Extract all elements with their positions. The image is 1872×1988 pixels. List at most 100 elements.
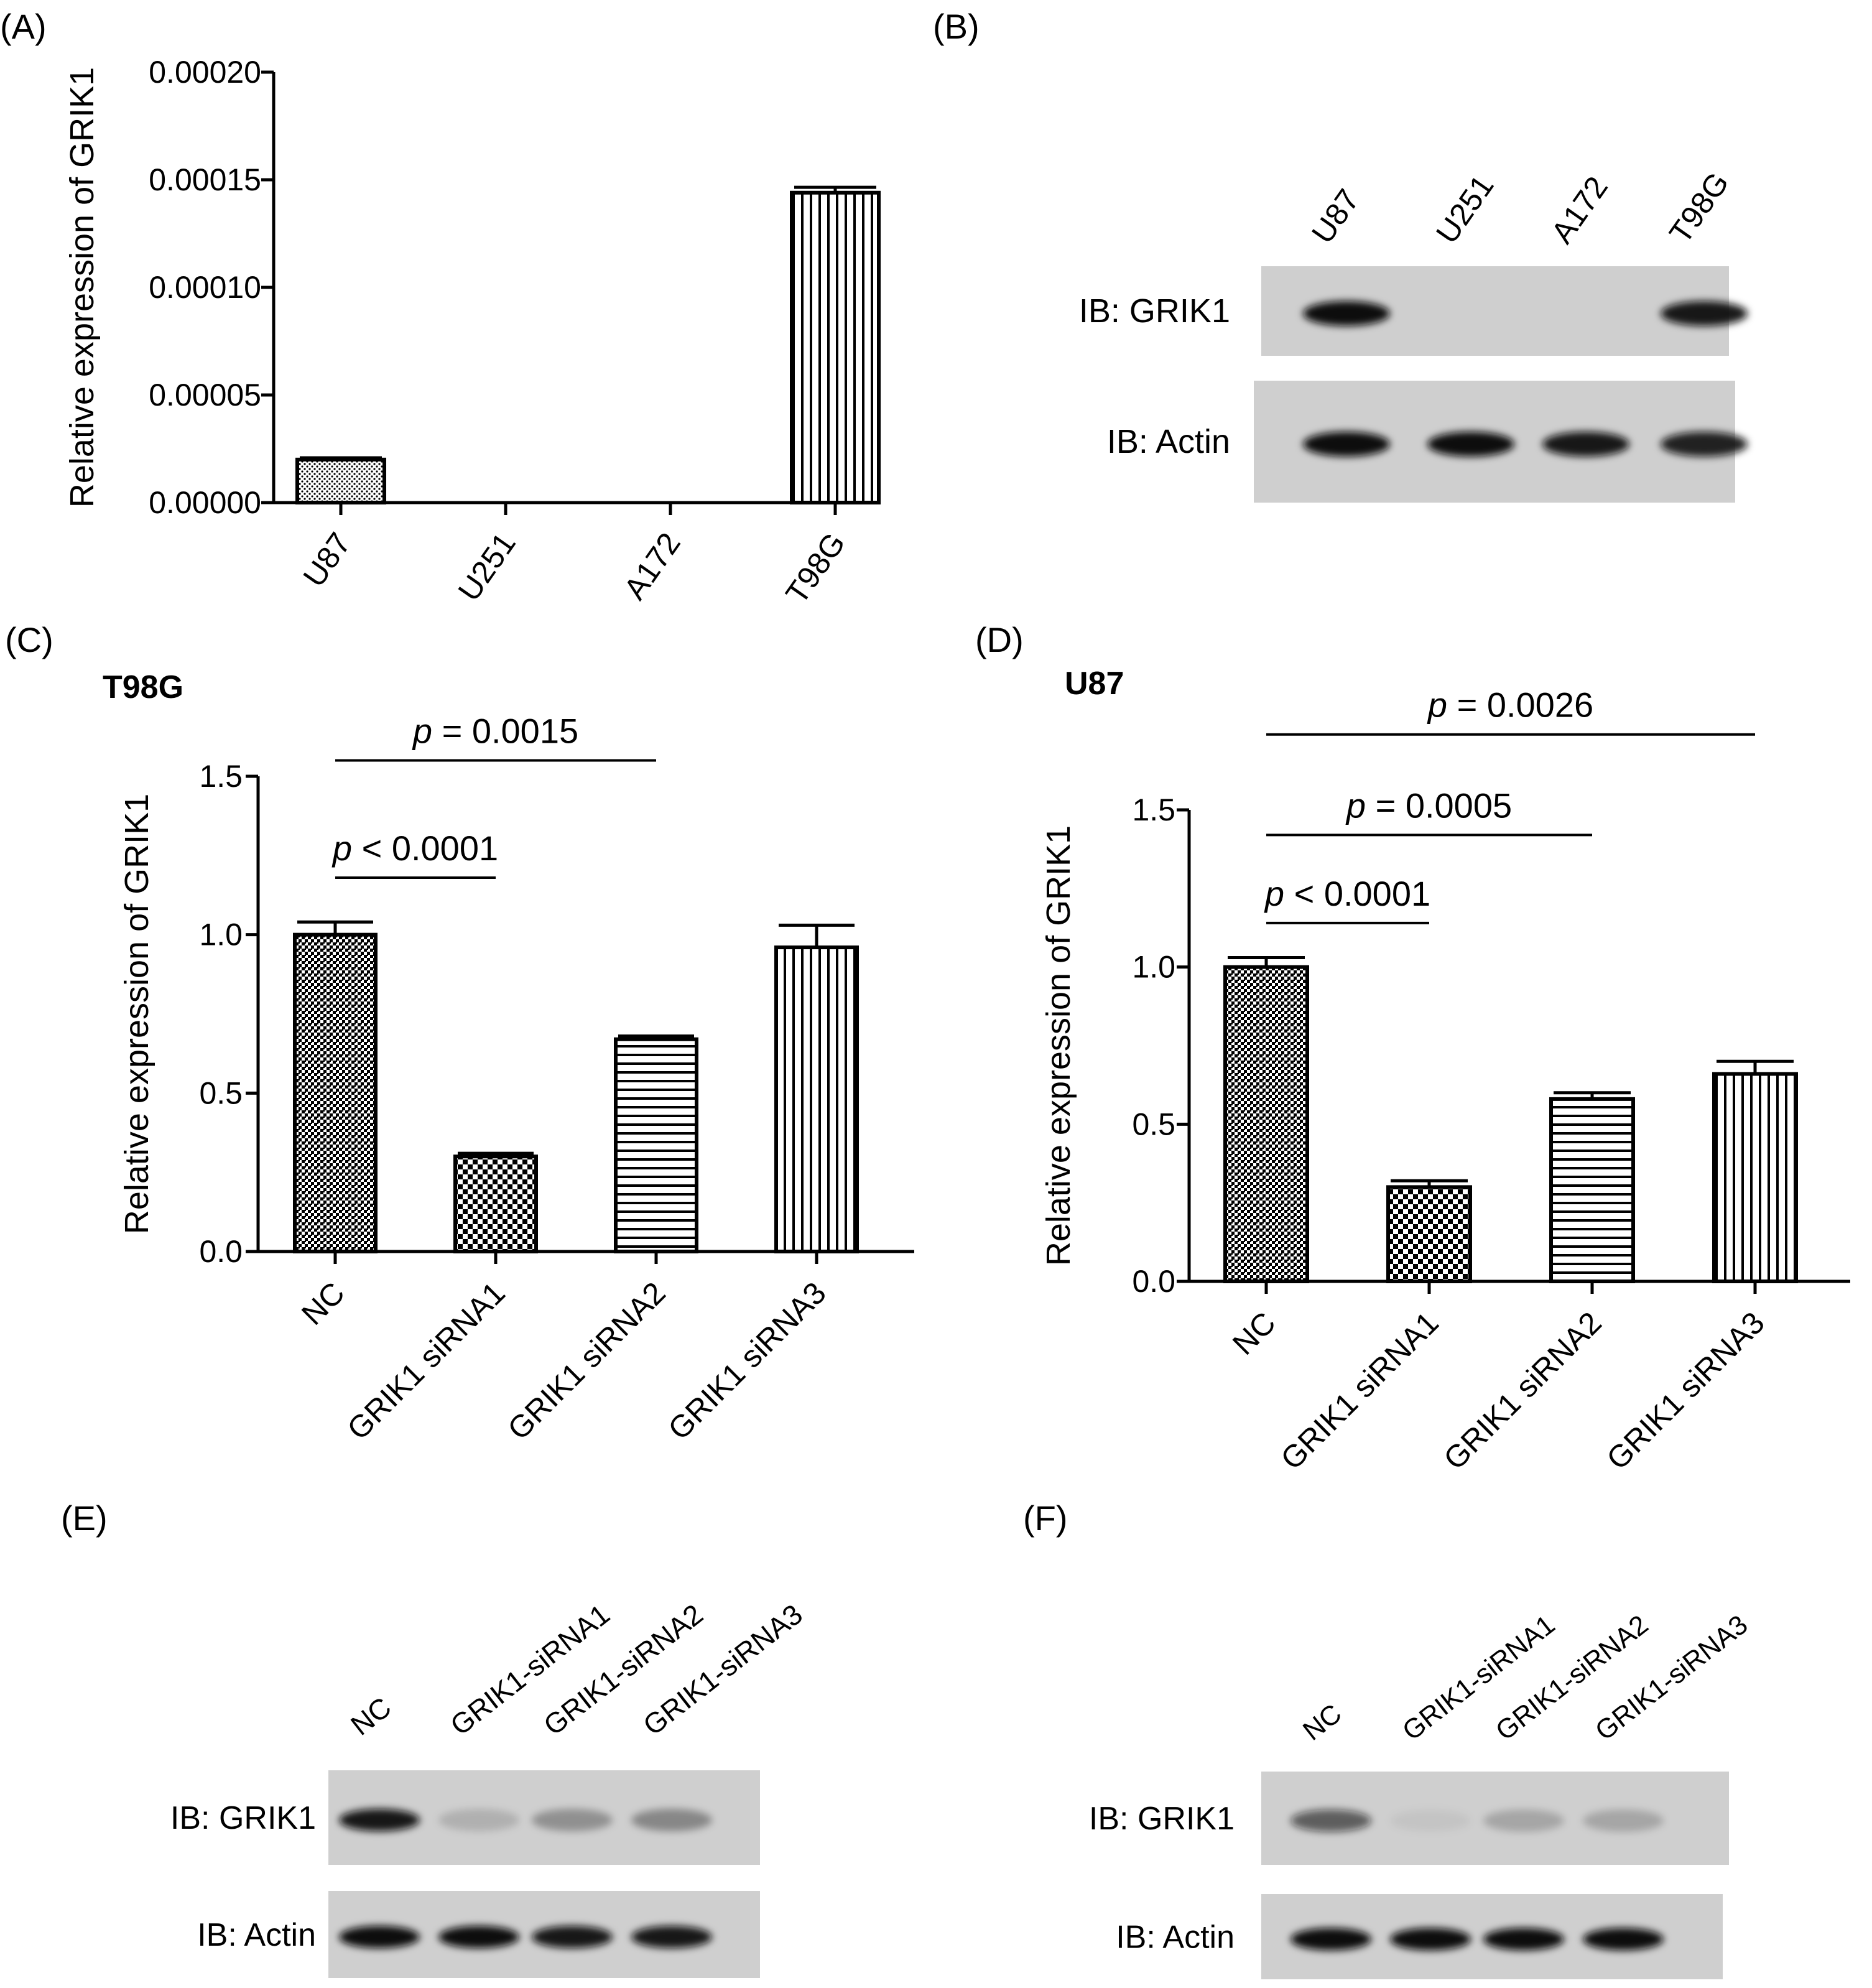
blot-row-label: IB: GRIK1 (170, 1800, 316, 1836)
blot-band (1390, 1809, 1471, 1832)
x-tick-label: U87 (297, 526, 358, 593)
y-tick-label: 0.00000 (149, 485, 261, 520)
blot-band (1303, 301, 1390, 326)
blot-band (532, 1926, 613, 1948)
y-axis-title: Relative expression of GRIK1 (1040, 825, 1077, 1266)
x-tick-label: GRIK1 siRNA2 (1437, 1305, 1608, 1476)
x-tick-label: NC (1226, 1305, 1282, 1362)
bar (790, 190, 881, 504)
y-axis-title: Relative expression of GRIK1 (118, 794, 155, 1234)
x-tick-label: NC (295, 1275, 351, 1332)
significance-label: p < 0.0001 (1264, 874, 1430, 913)
blot-band (1542, 432, 1629, 457)
blot-band (631, 1926, 712, 1948)
blot-lane-label: GRIK1-siRNA1 (444, 1597, 616, 1741)
x-tick-label: GRIK1 siRNA3 (661, 1275, 832, 1446)
blot-band (1661, 432, 1748, 457)
panel-label-d: (D) (975, 620, 1024, 659)
p-value: = 0.0026 (1447, 685, 1593, 725)
blot-lane-label: U87 (1305, 183, 1366, 249)
significance-label: p = 0.0015 (412, 712, 578, 751)
blot-band (1661, 301, 1748, 326)
blot-lane-label: GRIK1-siRNA1 (1397, 1609, 1560, 1747)
blot-lane-label: A172 (1544, 170, 1615, 250)
panel-label-c: (C) (5, 620, 53, 659)
bar (293, 932, 378, 1253)
blot-row-label: IB: GRIK1 (1079, 292, 1230, 330)
y-tick-label: 0.5 (199, 1075, 243, 1110)
blot-lane-label: U251 (1429, 169, 1500, 249)
panel-label-a: (A) (0, 7, 47, 46)
bar (1223, 965, 1309, 1283)
bar (774, 945, 859, 1254)
blot-row-label: IB: Actin (197, 1917, 316, 1953)
blot-band (631, 1809, 712, 1831)
chart-c: 0.0 0.5 1.0 1.5 Relative expression of GRIK1… (118, 712, 914, 1447)
p-value: = 0.0015 (432, 712, 578, 751)
y-tick-label: 1.0 (1132, 950, 1175, 985)
y-tick-label: 0.00015 (149, 162, 261, 197)
bar (295, 457, 386, 504)
y-tick-label: 1.5 (199, 759, 243, 794)
p-symbol: p (331, 829, 352, 868)
blot-band (1290, 1809, 1371, 1832)
panel-title-d: U87 (1065, 666, 1124, 702)
significance-label: p = 0.0005 (1345, 786, 1512, 825)
blot-band (1427, 432, 1514, 457)
blot-row-label: IB: Actin (1107, 423, 1230, 460)
blot-band (339, 1926, 420, 1948)
chart-d: 0.0 0.5 1.0 1.5 Relative expression of GRIK1… (1040, 685, 1850, 1477)
y-tick-label: 0.00010 (149, 270, 261, 305)
blot-band (1483, 1809, 1564, 1832)
blot-b: IB: GRIK1 IB: Actin U87 U251 A172 T98G (1079, 166, 1748, 503)
y-tick-label: 0.5 (1132, 1107, 1175, 1141)
y-tick-label: 1.0 (199, 917, 243, 952)
x-tick-label: T98G (779, 526, 852, 610)
blot-band (1303, 432, 1390, 457)
panel-label-f: (F) (1023, 1498, 1068, 1538)
y-tick-label: 0.00020 (149, 55, 261, 90)
p-value: < 0.0001 (352, 829, 498, 868)
chart-a: 0.00000 0.00005 0.00010 0.00015 0.00020 Relat… (63, 55, 881, 610)
p-symbol: p (1427, 685, 1447, 725)
significance-label: p = 0.0026 (1427, 685, 1593, 725)
blot-row-label: IB: GRIK1 (1089, 1801, 1235, 1837)
bar (1712, 1072, 1798, 1283)
y-tick-label: 1.5 (1132, 792, 1175, 827)
blot-band (339, 1809, 420, 1831)
p-symbol: p (412, 712, 432, 751)
y-axis-title: Relative expression of GRIK1 (63, 67, 101, 508)
blot-lane-label: NC (1297, 1698, 1347, 1747)
x-tick-label: A172 (617, 526, 687, 606)
panel-label-e: (E) (61, 1498, 108, 1538)
blot-lane-label: T98G (1662, 166, 1736, 250)
x-tick-label: U251 (452, 526, 522, 607)
panel-title-c: T98G (103, 669, 183, 705)
x-tick-label: GRIK1 siRNA3 (1600, 1305, 1771, 1476)
blot-band (1290, 1928, 1371, 1951)
x-tick-label: GRIK1 siRNA2 (501, 1275, 672, 1446)
p-value: = 0.0005 (1366, 786, 1512, 825)
bar (614, 1037, 698, 1254)
panel-label-b: (B) (933, 7, 980, 46)
bar (1549, 1097, 1635, 1283)
blot-band (438, 1926, 519, 1948)
blot-lane-label: NC (345, 1691, 397, 1742)
blot-row-label: IB: Actin (1116, 1920, 1235, 1956)
blot-band (438, 1809, 519, 1831)
x-tick-label: GRIK1 siRNA1 (1274, 1305, 1445, 1476)
p-symbol: p (1264, 874, 1284, 913)
blot-band (1390, 1928, 1471, 1951)
x-tick-label: GRIK1 siRNA1 (340, 1275, 511, 1446)
blot-band (1583, 1809, 1664, 1832)
y-tick-label: 0.0 (199, 1234, 243, 1269)
p-value: < 0.0001 (1284, 874, 1430, 913)
blot-band (532, 1809, 613, 1831)
y-tick-label: 0.00005 (149, 378, 261, 412)
bar (1386, 1185, 1472, 1284)
bar (453, 1154, 538, 1253)
blot-band (1483, 1928, 1564, 1951)
